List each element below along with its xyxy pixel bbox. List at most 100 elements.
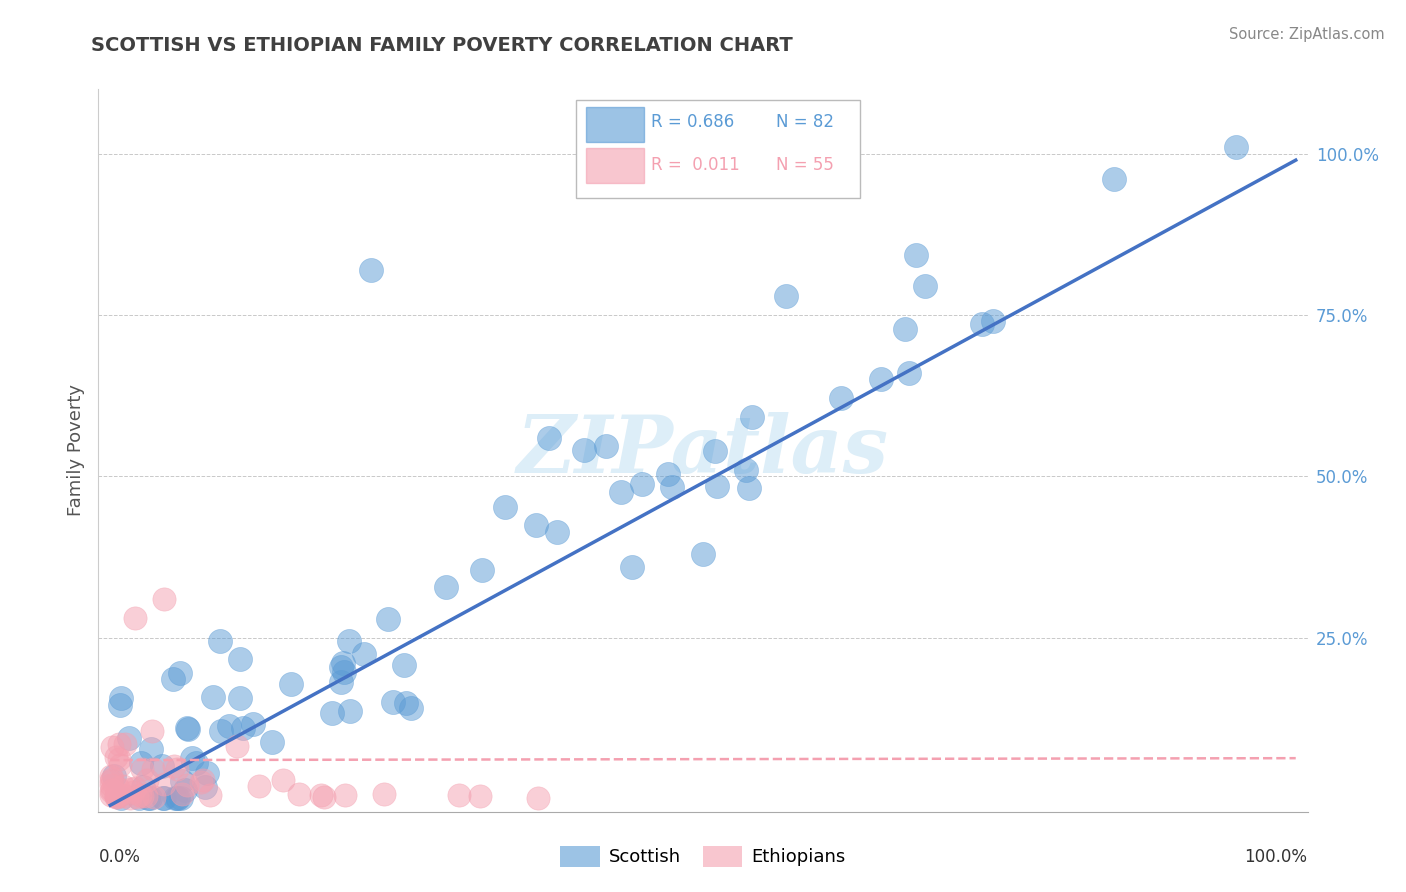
Text: R = 0.686: R = 0.686 <box>651 112 734 131</box>
Point <box>114 737 136 751</box>
Point <box>129 756 152 771</box>
Point <box>112 779 135 793</box>
Point <box>118 731 141 746</box>
Point <box>108 752 131 766</box>
Point <box>124 611 146 625</box>
Point <box>100 774 122 789</box>
Point <box>125 790 148 805</box>
Point <box>170 791 193 805</box>
Point <box>110 758 132 772</box>
Point <box>100 772 122 786</box>
Point <box>163 791 186 805</box>
Point <box>170 774 193 789</box>
Point <box>152 791 174 805</box>
Point <box>141 762 163 776</box>
Point <box>177 722 200 736</box>
FancyBboxPatch shape <box>586 148 644 183</box>
Point <box>377 612 399 626</box>
Point <box>100 779 122 793</box>
Point <box>337 634 360 648</box>
Text: 100.0%: 100.0% <box>1244 847 1308 866</box>
Point <box>905 248 928 262</box>
Point <box>373 787 395 801</box>
Point <box>191 772 214 787</box>
Point <box>110 691 132 706</box>
Point <box>620 559 643 574</box>
Point <box>166 791 188 805</box>
Point <box>195 766 218 780</box>
Point <box>1102 172 1125 186</box>
Point <box>661 480 683 494</box>
Point <box>395 696 418 710</box>
Point <box>105 789 128 804</box>
Point <box>152 591 174 606</box>
Point <box>128 788 150 802</box>
Point <box>138 791 160 805</box>
Point <box>392 658 415 673</box>
Point <box>574 443 596 458</box>
Point <box>706 479 728 493</box>
Point <box>333 788 356 802</box>
Text: R =  0.011: R = 0.011 <box>651 156 740 174</box>
Point <box>121 782 143 797</box>
Point <box>110 791 132 805</box>
Point <box>546 524 568 539</box>
Y-axis label: Family Poverty: Family Poverty <box>66 384 84 516</box>
Point <box>209 724 232 739</box>
Point <box>981 314 1004 328</box>
Point <box>630 477 652 491</box>
Point <box>1225 140 1247 154</box>
Point <box>471 563 494 577</box>
Point <box>595 439 617 453</box>
Point <box>172 788 194 802</box>
Point <box>494 500 516 514</box>
Point <box>280 677 302 691</box>
Point <box>610 485 633 500</box>
Point <box>449 788 471 802</box>
Point <box>150 758 173 772</box>
Point <box>143 789 166 804</box>
Point <box>101 782 124 797</box>
Text: N = 82: N = 82 <box>776 112 834 131</box>
Text: SCOTTISH VS ETHIOPIAN FAMILY POVERTY CORRELATION CHART: SCOTTISH VS ETHIOPIAN FAMILY POVERTY COR… <box>91 36 793 54</box>
Point <box>132 780 155 795</box>
Point <box>893 322 915 336</box>
Point <box>262 735 284 749</box>
Point <box>434 580 457 594</box>
Point <box>173 783 195 797</box>
Text: Source: ZipAtlas.com: Source: ZipAtlas.com <box>1229 27 1385 42</box>
Text: ZIPatlas: ZIPatlas <box>517 412 889 489</box>
Point <box>131 762 153 776</box>
Point <box>107 788 129 802</box>
Point <box>105 789 128 804</box>
Point <box>131 789 153 804</box>
Point <box>112 789 135 804</box>
Point <box>153 791 176 805</box>
Point <box>141 724 163 739</box>
Point <box>141 742 163 756</box>
Point <box>524 518 547 533</box>
Point <box>657 467 679 482</box>
Point <box>704 443 727 458</box>
Point <box>100 740 122 755</box>
Point <box>107 780 129 795</box>
Point <box>830 391 852 405</box>
Text: N = 55: N = 55 <box>776 156 834 174</box>
Point <box>152 777 174 791</box>
Point <box>309 788 332 802</box>
Point <box>735 463 758 477</box>
Point <box>107 737 129 751</box>
Point <box>339 704 361 718</box>
Point <box>228 691 250 706</box>
Point <box>273 772 295 787</box>
Point <box>194 780 217 794</box>
Point <box>914 278 936 293</box>
Point <box>108 788 131 802</box>
Point <box>135 789 157 803</box>
Point <box>526 790 548 805</box>
Point <box>100 769 122 783</box>
Point <box>897 366 920 380</box>
Point <box>136 773 159 788</box>
Point <box>163 758 186 772</box>
Point <box>104 789 127 804</box>
